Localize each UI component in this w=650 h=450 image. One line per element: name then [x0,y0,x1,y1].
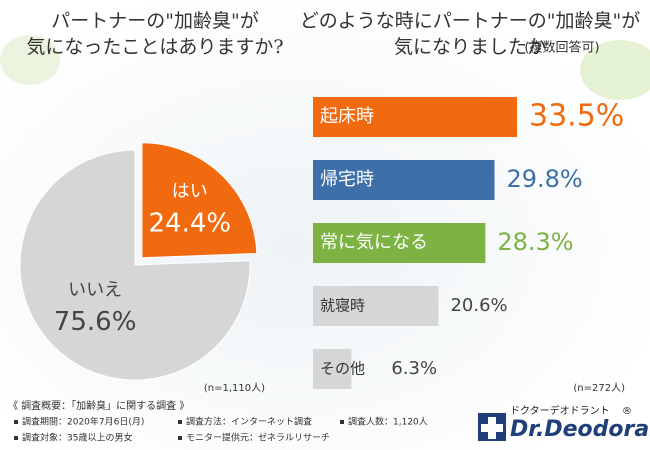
survey-item: 調査期間：2020年7月6日(月) [22,416,144,428]
slice-value: 75.6% [54,307,137,337]
sample-note: (n=272人) [573,382,625,394]
bar-category: 常に気になる [320,232,428,253]
bar [313,160,495,200]
bar-category: その他 [320,360,365,378]
bar-category: 帰宅時 [320,169,374,190]
logo-cross [481,417,503,439]
bullet [14,436,18,440]
brand-mark: ® [622,406,632,417]
pie-slice [141,142,258,259]
brand-logo: ドクターデオドラント ® Dr.Deodorant [478,404,650,442]
bar-value: 28.3% [497,228,573,256]
leaf-decoration [0,35,60,85]
slice-value: 24.4% [148,209,231,239]
survey-heading: 《 調査概要：「加齢臭」に関する調査 》 [8,399,189,412]
chart-title: パートナーの"加齢臭"が [51,10,258,32]
chart-title: 気になったことはありますか? [26,36,283,58]
slice-label: はい [172,181,208,202]
bullet [14,420,18,424]
bar [313,286,439,326]
bar-category: 就寝時 [320,297,365,315]
bar [313,223,486,263]
survey-item: 調査対象：35歳以上の男女 [22,432,132,444]
chart-title: 気になりましたか [394,36,546,58]
bar-category: 起床時 [320,106,374,127]
slice-label: いいえ [68,279,122,300]
pie-slice [19,149,251,381]
sample-note: (n=1,110人) [204,382,265,394]
bar-value: 6.3% [391,358,437,379]
survey-item: 調査人数：1,120人 [348,416,428,428]
brand-name: Dr.Deodorant [510,417,650,442]
survey-item: 調査方法：インターネット調査 [186,416,312,428]
bullet [178,436,182,440]
bar [313,97,518,137]
chart-subtitle: (複数回答可) [524,40,599,56]
bullet [340,420,344,424]
bar [313,349,352,389]
brand-kana: ドクターデオドラント [510,404,610,417]
survey-item: モニター提供元：ゼネラルリサーチ [186,432,330,444]
bar-value: 33.5% [529,99,624,134]
bar-value: 20.6% [450,295,507,316]
bullet [178,420,182,424]
leaf-decoration [580,40,650,100]
chart-title: どのような時にパートナーの"加齢臭"が [300,10,640,32]
bar-value: 29.8% [506,165,582,193]
